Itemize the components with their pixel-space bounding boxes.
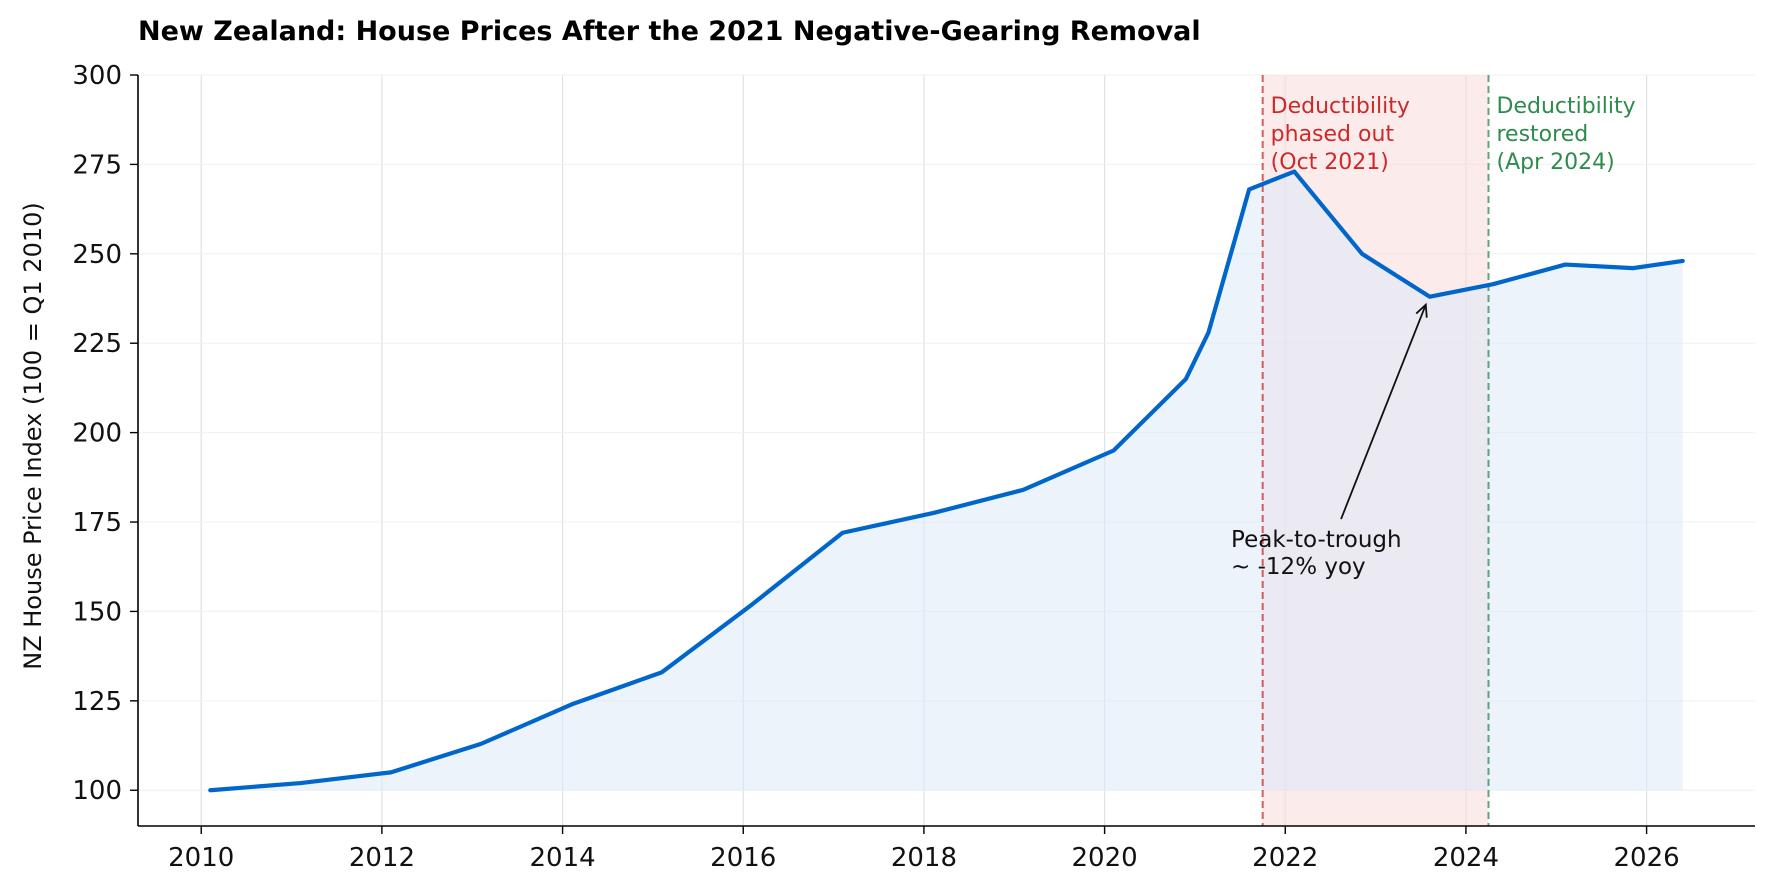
data-point [570,702,574,706]
y-tick-label: 250 [72,240,122,270]
x-tick-label: 2026 [1614,843,1680,873]
peak-to-trough-line: Peak-to-trough [1231,527,1402,553]
data-point [1206,330,1210,334]
data-point [1021,488,1025,492]
y-tick-label: 200 [72,419,122,449]
x-tick-label: 2024 [1433,843,1499,873]
restored-label-line: restored [1497,122,1589,147]
data-point [1681,259,1685,263]
y-tick-label: 150 [72,597,122,627]
y-tick-label: 100 [72,776,122,806]
x-tick-label: 2022 [1252,843,1318,873]
data-point [1491,282,1495,286]
data-point [1112,449,1116,453]
area-fill [210,171,1683,791]
y-tick-label: 275 [72,150,122,180]
data-point [208,788,212,792]
policy-markers [1261,75,1490,826]
series-line [208,169,1685,793]
x-tick-label: 2014 [529,843,595,873]
series-line [208,169,1685,793]
y-tick-label: 175 [72,508,122,538]
x-tick-label: 2018 [891,843,957,873]
data-point [479,742,483,746]
x-tick-label: 2010 [168,843,234,873]
data-point [1631,266,1635,270]
data-point [931,511,935,515]
data-point [389,770,393,774]
restored-label: Deductibility restored (Apr 2024) [1497,94,1636,175]
restored-label-line: Deductibility [1497,94,1636,119]
data-point [1360,252,1364,256]
data-point [1563,263,1567,267]
phase-out-label-line: (Oct 2021) [1271,150,1389,175]
x-tick-label: 2016 [710,843,776,873]
data-point [750,602,754,606]
data-point [660,670,664,674]
peak-to-trough-label: Peak-to-trough ~ -12% yoy [1231,527,1402,580]
x-tick-label: 2012 [349,843,415,873]
data-point [1184,377,1188,381]
peak-arrow-head [1415,302,1428,318]
y-tick-label: 125 [72,687,122,717]
data-point [1247,187,1251,191]
annotations: Deductibility phased out (Oct 2021)Deducti… [1231,94,1636,580]
data-point [841,531,845,535]
phase-out-label-line: Deductibility [1271,94,1410,119]
series-area [210,171,1683,791]
phase-out-label-line: phased out [1271,122,1395,147]
restored-label-line: (Apr 2024) [1497,150,1615,175]
data-point [1428,295,1432,299]
tick-labels: 2010 2012 2014 2016 2018 2020 2022 2024 2026 100 1… [72,61,1679,873]
y-tick-label: 225 [72,329,122,359]
phase-out-label: Deductibility phased out (Oct 2021) [1271,94,1410,175]
x-tick-label: 2020 [1072,843,1138,873]
data-point [299,781,303,785]
peak-arrow-line [1340,304,1427,520]
y-tick-label: 300 [72,61,122,91]
peak-to-trough-line: ~ -12% yoy [1231,554,1366,580]
chart-title: New Zealand: House Prices After the 2021… [138,16,1201,47]
